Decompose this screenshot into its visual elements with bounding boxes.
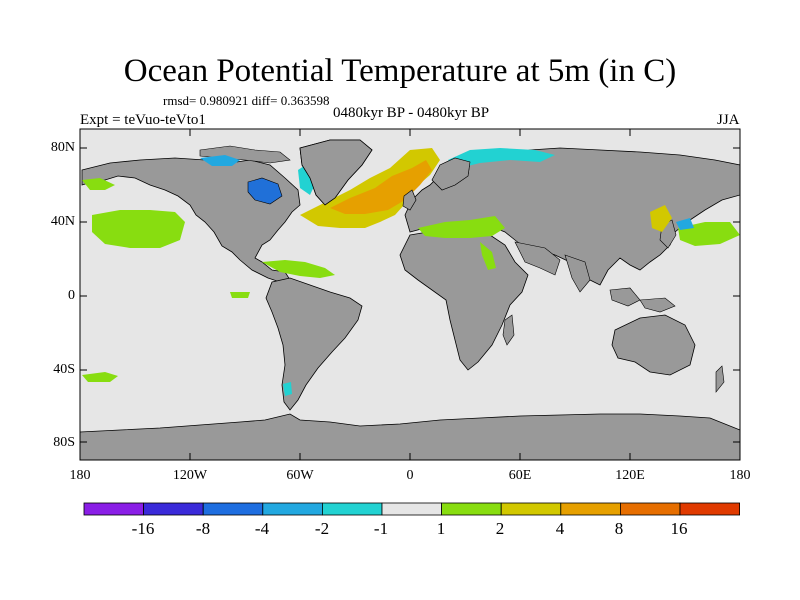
- lat-label-40n: 40N: [50, 214, 75, 229]
- lat-label-0: 0: [68, 288, 75, 303]
- colorbar-swatch: [202, 502, 264, 516]
- anomaly-japan-warm: [650, 205, 672, 232]
- land-arabia-india: [514, 241, 591, 293]
- land-north-america: [81, 157, 301, 284]
- lon-label-0: 0: [406, 468, 414, 483]
- season-label: JJA: [717, 112, 740, 128]
- lon-ticks: [189, 129, 631, 460]
- anomaly-alaska-warm: [82, 178, 115, 190]
- colorbar-swatch: [321, 502, 383, 516]
- land-south-america: [265, 277, 363, 411]
- lon-label-60w: 60W: [286, 468, 314, 483]
- coast-scandinavia: [431, 157, 471, 191]
- lon-label-180e: 180: [729, 468, 751, 483]
- anomaly-gulf-warm: [262, 260, 335, 278]
- coast-greenland: [299, 139, 373, 206]
- anomaly-mediterranean-warm: [418, 216, 505, 238]
- land-australia: [611, 314, 696, 376]
- colorbar-swatch: [262, 502, 323, 516]
- lon-label-120w: 120W: [172, 468, 208, 483]
- colorbar-swatch: [381, 502, 442, 516]
- experiment-label: Expt = teVuo-teVto1: [80, 112, 206, 128]
- colorbar-label: 1: [436, 519, 446, 538]
- anomaly-northwest-pacific-cold: [676, 218, 694, 230]
- colorbar-swatch: [679, 502, 740, 516]
- coast-britain: [402, 189, 417, 211]
- anomaly-red-sea-warm: [480, 242, 496, 270]
- lat-label-40s: 40S: [53, 362, 75, 377]
- period-label: 0480kyr BP - 0480kyr BP: [332, 105, 490, 121]
- land-new-zealand: [715, 365, 725, 393]
- land-madagascar: [502, 314, 515, 346]
- lat-label-80s: 80S: [53, 435, 75, 450]
- anomaly-north-pacific-warm: [92, 210, 185, 248]
- hudson-bay: [247, 177, 283, 205]
- lon-label-120e: 120E: [615, 468, 645, 483]
- colorbar-label: -16: [131, 519, 155, 538]
- colorbar-label: 2: [495, 519, 505, 538]
- colorbar-swatch: [83, 502, 144, 516]
- lat-ticks: [80, 147, 740, 443]
- anomaly-tropical-atlantic: [230, 292, 250, 298]
- anomaly-south-pacific-warm: [82, 372, 118, 382]
- colorbar-label: -1: [373, 519, 389, 538]
- lon-label-180w: 180: [69, 468, 91, 483]
- lon-label-60e: 60E: [508, 468, 532, 483]
- colorbar-swatch: [620, 502, 681, 516]
- anomaly-argentine-cold: [283, 382, 292, 396]
- lat-label-80n: 80N: [50, 140, 75, 155]
- stats-line: rmsd= 0.980921 diff= 0.363598: [163, 93, 330, 108]
- colorbar-swatch: [500, 502, 562, 516]
- colorbar-swatch: [441, 502, 502, 516]
- anomaly-arctic-cold: [448, 148, 555, 168]
- colorbar-label: 16: [670, 519, 688, 538]
- land-antarctica: [79, 413, 741, 461]
- colorbar-swatch: [560, 502, 621, 516]
- colorbar-label: -2: [314, 519, 330, 538]
- colorbar-label: 8: [614, 519, 624, 538]
- anomaly-north-atlantic-strong: [330, 160, 432, 214]
- colorbar: [83, 502, 740, 516]
- colorbar-swatch: [143, 502, 204, 516]
- map-title: Ocean Potential Temperature at 5m (in C): [123, 53, 677, 89]
- colorbar-label: 4: [555, 519, 565, 538]
- land-southeast-asia: [609, 287, 676, 313]
- land-africa: [399, 229, 529, 371]
- colorbar-label: -8: [195, 519, 211, 538]
- anomaly-hudson-cold: [200, 155, 240, 166]
- colorbar-label: -4: [254, 519, 270, 538]
